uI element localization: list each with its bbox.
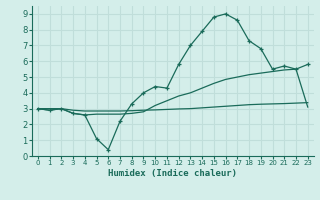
X-axis label: Humidex (Indice chaleur): Humidex (Indice chaleur): [108, 169, 237, 178]
